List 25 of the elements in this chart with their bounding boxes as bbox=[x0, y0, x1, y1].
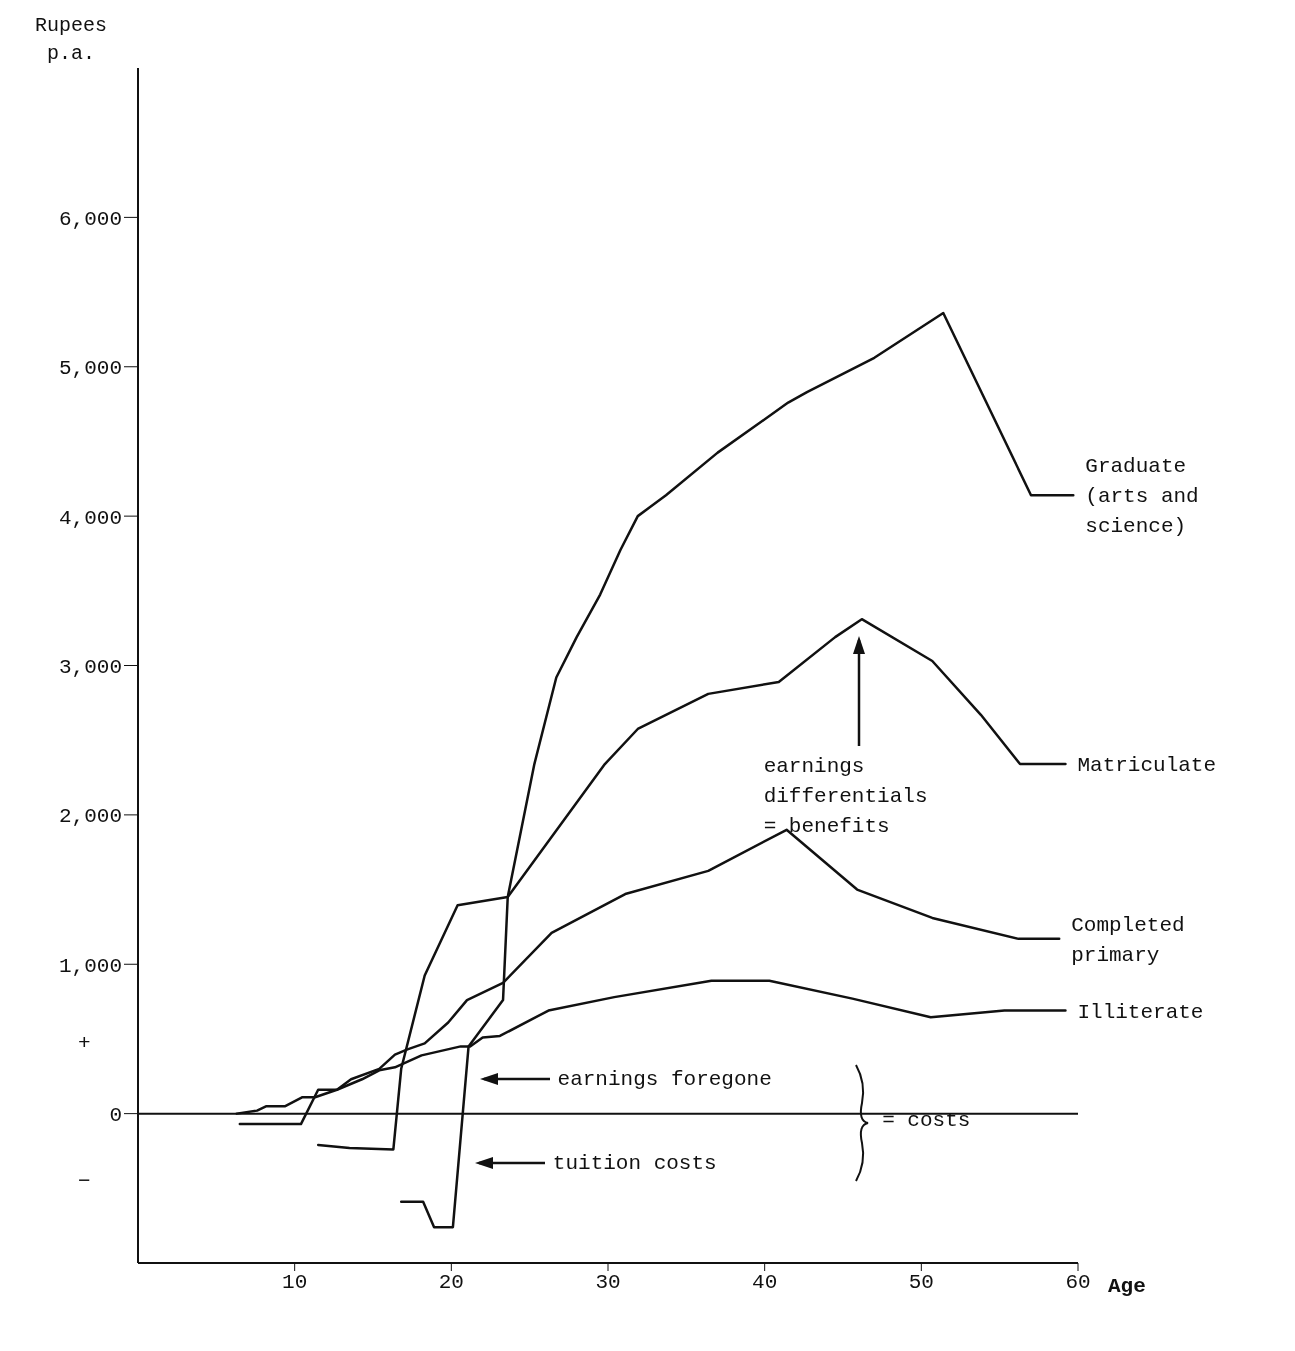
annotation: = costs bbox=[882, 1108, 971, 1132]
series-label: Matriculate bbox=[1077, 754, 1217, 778]
x-tick-label: 10 bbox=[282, 1270, 308, 1294]
text: + bbox=[78, 1032, 91, 1056]
x-tick-label: 60 bbox=[1065, 1270, 1091, 1294]
y-tick-label: 2,000 bbox=[58, 805, 122, 829]
series-label: Graduate (arts and science) bbox=[1085, 455, 1199, 539]
y-tick-label: 3,000 bbox=[58, 655, 122, 679]
x-axis-title: Age bbox=[1108, 1275, 1146, 1298]
series-label: Completed primary bbox=[1071, 913, 1185, 967]
series-label: Illiterate bbox=[1077, 1000, 1204, 1024]
y-tick-label: 1,000 bbox=[58, 954, 122, 978]
annotation: tuition costs bbox=[552, 1150, 717, 1177]
x-tick-label: 20 bbox=[438, 1270, 464, 1294]
y-axis-title: Rupees p.a. bbox=[34, 13, 108, 67]
annotation: earnings differentials = benefits bbox=[763, 753, 928, 840]
x-tick-label: 40 bbox=[752, 1270, 778, 1294]
y-tick-label: 0 bbox=[109, 1104, 122, 1128]
x-tick-label: 30 bbox=[595, 1270, 621, 1294]
annotation: earnings foregone bbox=[557, 1067, 772, 1094]
text: − bbox=[78, 1169, 91, 1193]
y-tick-label: 4,000 bbox=[58, 506, 122, 530]
y-tick-label: 5,000 bbox=[58, 357, 122, 381]
y-tick-label: 6,000 bbox=[58, 207, 122, 231]
x-tick-label: 50 bbox=[908, 1270, 934, 1294]
